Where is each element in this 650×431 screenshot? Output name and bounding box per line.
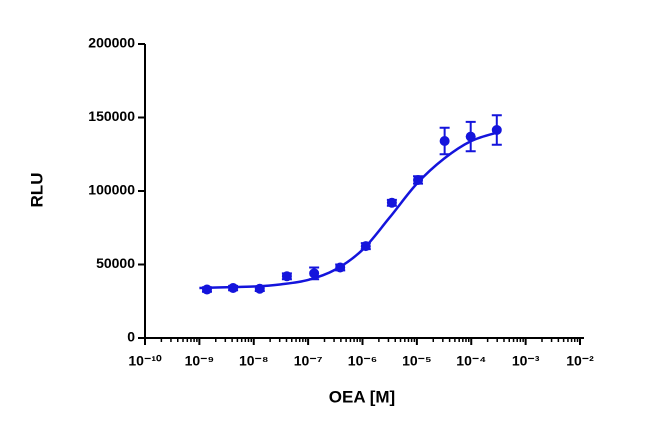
data-point bbox=[309, 268, 320, 279]
y-tick-label: 50000 bbox=[96, 255, 135, 271]
x-tick-label: 10⁻⁴ bbox=[456, 353, 486, 369]
data-point bbox=[254, 283, 265, 294]
y-tick-label: 200000 bbox=[88, 35, 135, 51]
data-point bbox=[413, 174, 424, 185]
y-axis-title: RLU bbox=[27, 173, 46, 208]
data-point bbox=[201, 284, 212, 295]
data-point bbox=[228, 283, 239, 294]
y-tick-label: 100000 bbox=[88, 182, 135, 198]
data-point bbox=[360, 241, 371, 252]
data-point bbox=[281, 271, 292, 282]
x-tick-label: 10⁻⁸ bbox=[239, 353, 269, 369]
data-point bbox=[491, 124, 502, 135]
data-point bbox=[386, 197, 397, 208]
data-point bbox=[439, 136, 450, 147]
x-tick-label: 10⁻⁷ bbox=[294, 353, 323, 369]
x-tick-label: 10⁻³ bbox=[512, 353, 540, 369]
y-tick-label: 150000 bbox=[88, 108, 135, 124]
data-point bbox=[335, 262, 346, 273]
data-point bbox=[465, 131, 476, 142]
x-tick-label: 10⁻⁹ bbox=[185, 353, 215, 369]
x-tick-label: 10⁻¹⁰ bbox=[128, 353, 162, 369]
fit-curve bbox=[199, 131, 499, 290]
x-axis-title: OEA [M] bbox=[329, 387, 395, 406]
x-tick-label: 10⁻⁶ bbox=[348, 353, 377, 369]
x-tick-label: 10⁻⁵ bbox=[402, 353, 432, 369]
x-tick-label: 10⁻² bbox=[566, 353, 594, 369]
y-tick-label: 0 bbox=[127, 329, 135, 345]
